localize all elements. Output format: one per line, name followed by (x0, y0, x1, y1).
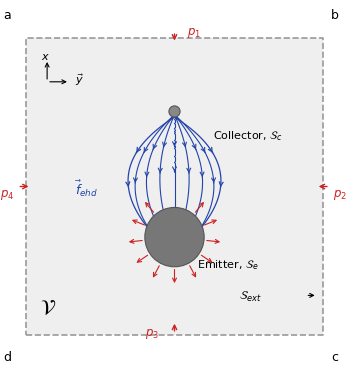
Text: $x$: $x$ (41, 52, 50, 62)
Text: c: c (332, 351, 339, 364)
Text: $p_1$: $p_1$ (187, 26, 201, 40)
Text: $\mathcal{V}$: $\mathcal{V}$ (40, 298, 56, 318)
Text: $\vec{f}_{ehd}$: $\vec{f}_{ehd}$ (75, 179, 98, 199)
Text: $p_2$: $p_2$ (333, 188, 347, 202)
Text: a: a (3, 9, 11, 22)
Text: $\mathcal{S}_{ext}$: $\mathcal{S}_{ext}$ (239, 290, 262, 304)
Text: Collector, $\mathcal{S}_c$: Collector, $\mathcal{S}_c$ (213, 129, 283, 143)
Text: d: d (3, 351, 12, 364)
Bar (26, 38, 323, 335)
Text: $p_4$: $p_4$ (0, 188, 14, 202)
Text: $\vec{y}$: $\vec{y}$ (75, 72, 84, 88)
Text: b: b (331, 9, 339, 22)
Circle shape (169, 106, 180, 117)
Text: $p_3$: $p_3$ (145, 327, 159, 341)
Text: Emitter, $\mathcal{S}_e$: Emitter, $\mathcal{S}_e$ (197, 258, 259, 272)
Circle shape (145, 207, 204, 267)
